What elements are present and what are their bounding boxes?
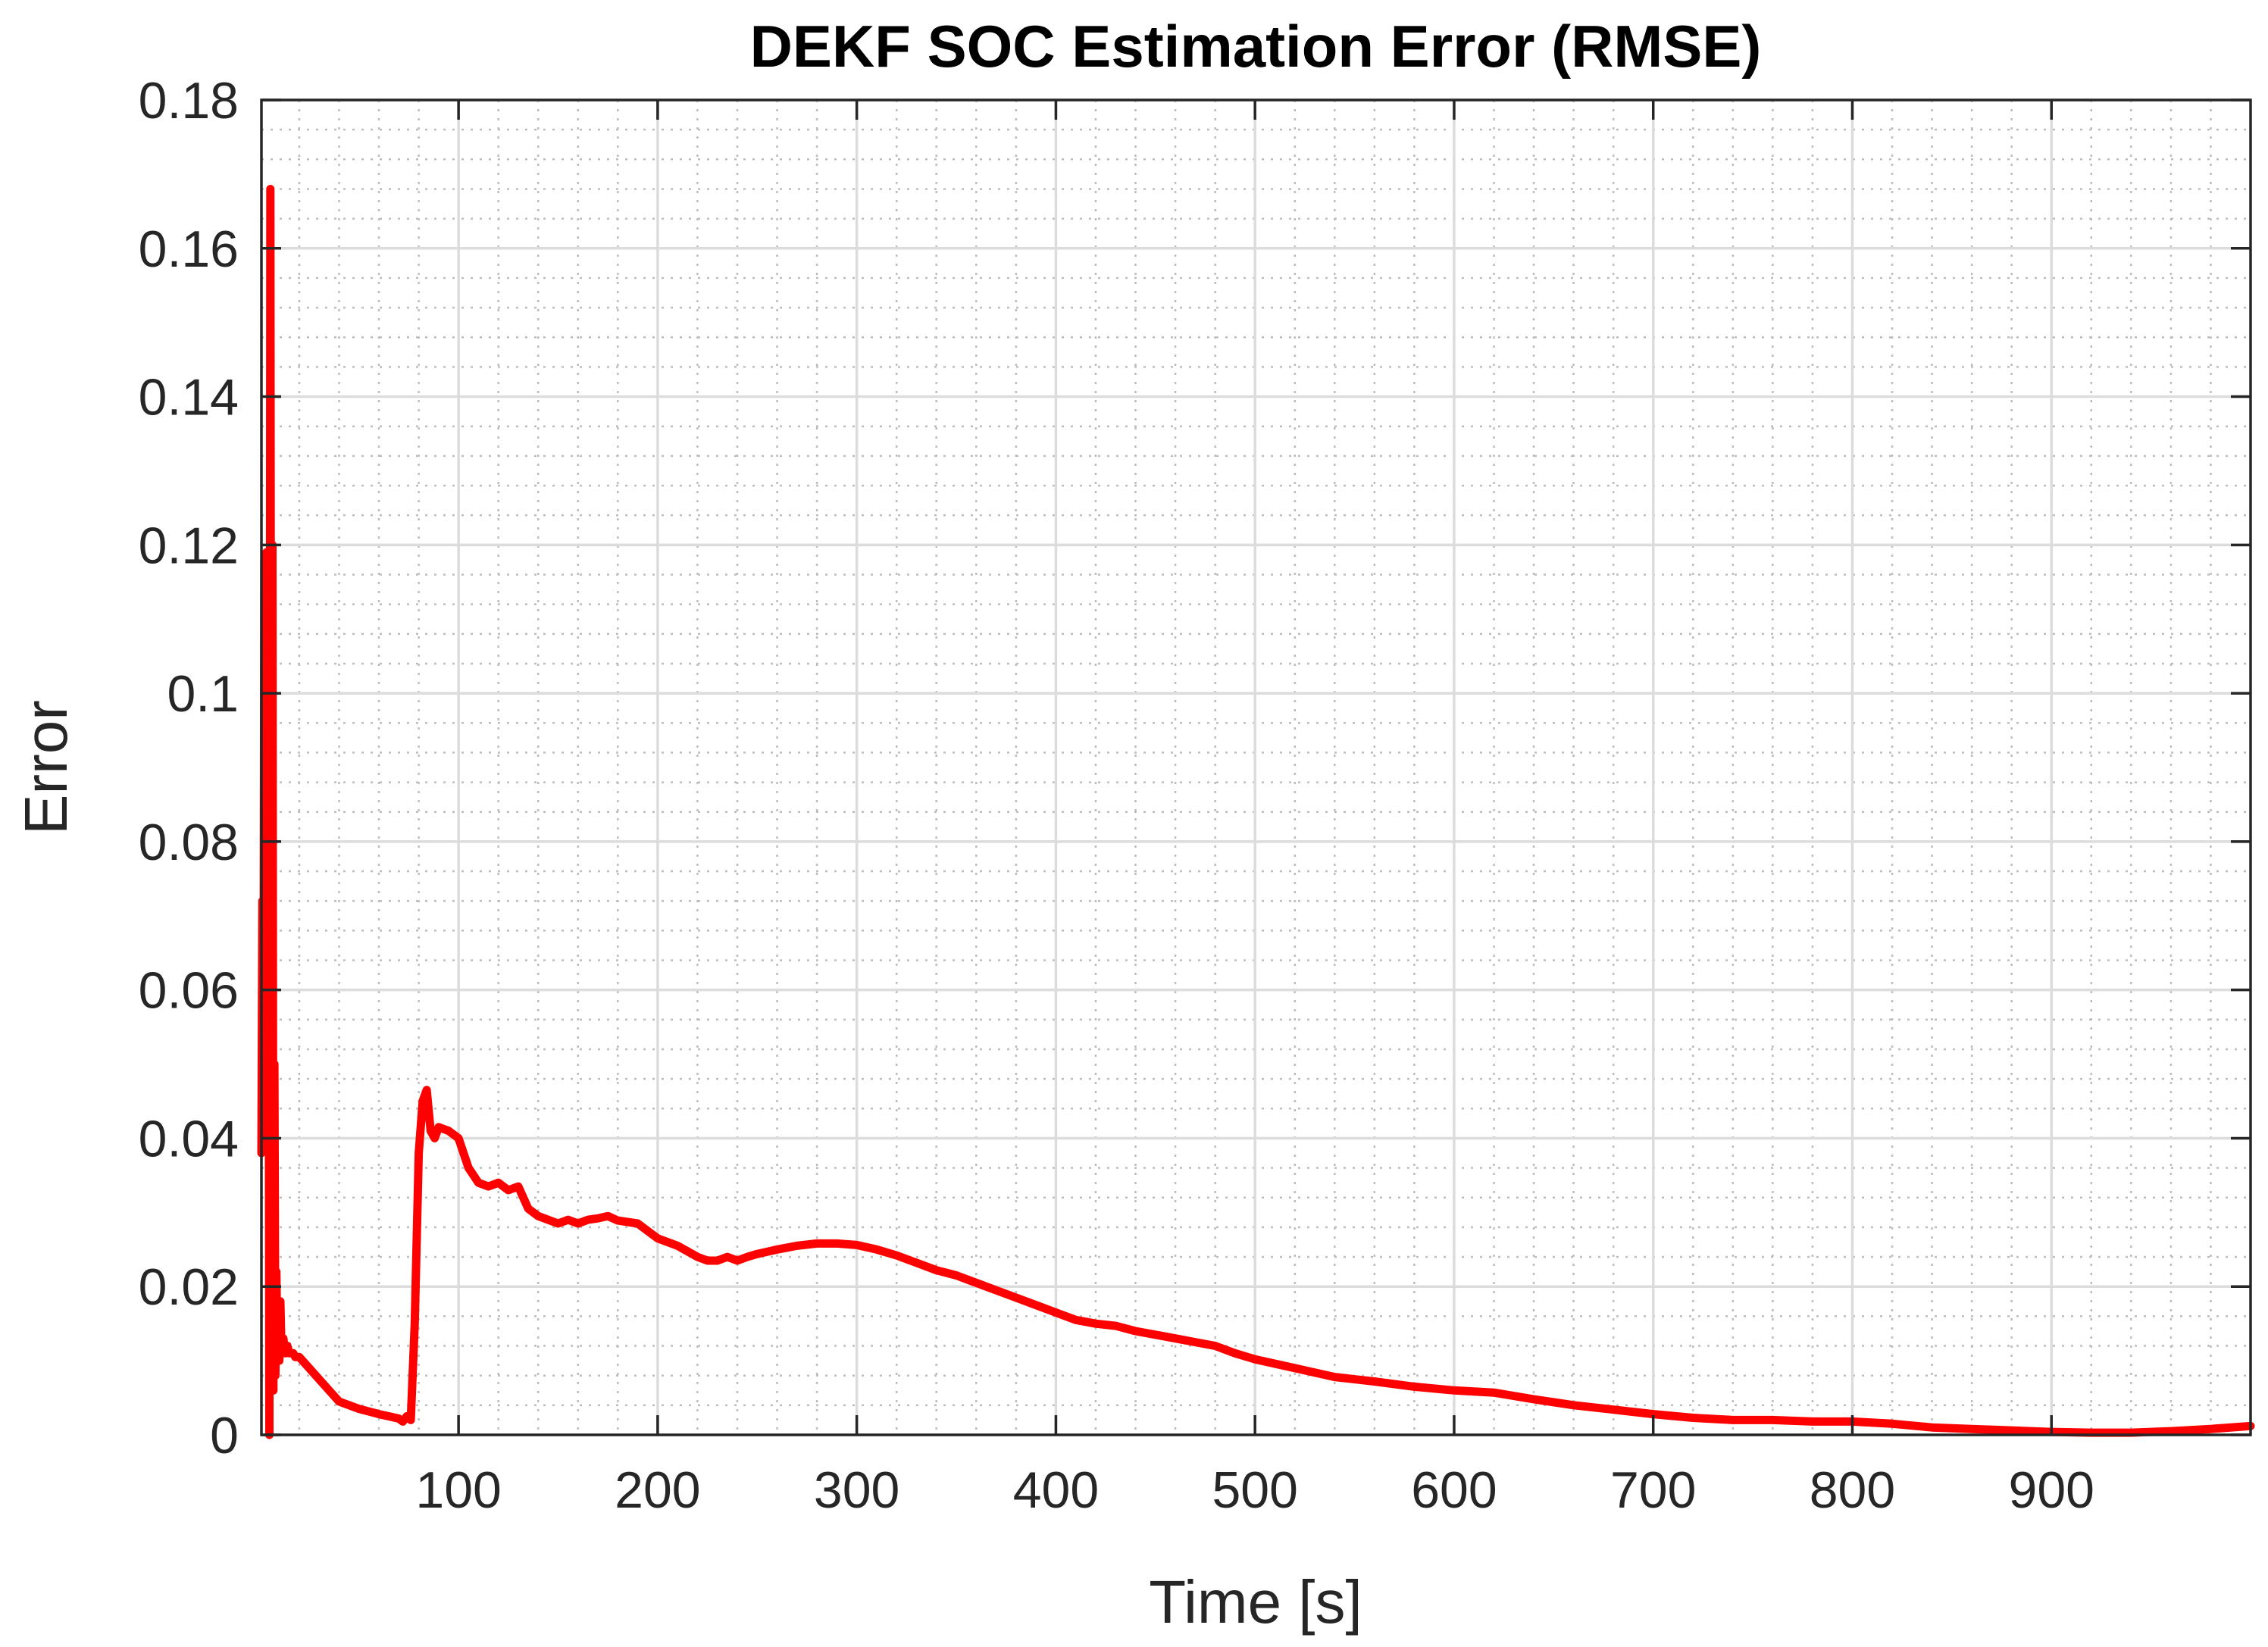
x-tick-label: 900 — [2009, 1461, 2094, 1519]
x-tick-label: 200 — [615, 1461, 700, 1519]
series-line-rmse — [257, 185, 2255, 1439]
y-tick-label: 0.18 — [139, 72, 239, 130]
y-tick-label: 0.12 — [139, 517, 239, 574]
x-tick-label: 500 — [1212, 1461, 1297, 1519]
y-tick-label: 0 — [210, 1407, 239, 1464]
y-tick-label: 0.16 — [139, 220, 239, 278]
y-tick-labels: 0 0.02 0.04 0.06 0.08 0.1 0.12 0.14 0.16 0.18 — [139, 72, 239, 1464]
y-axis-label: Error — [12, 700, 80, 835]
y-tick-label: 0.1 — [167, 665, 239, 723]
y-tick-label: 0.02 — [139, 1258, 239, 1316]
x-tick-label: 600 — [1411, 1461, 1497, 1519]
y-tick-label: 0.08 — [139, 814, 239, 871]
x-tick-label: 800 — [1810, 1461, 1895, 1519]
x-tick-label: 400 — [1013, 1461, 1099, 1519]
x-tick-label: 100 — [415, 1461, 501, 1519]
x-axis-label: Time [s] — [1149, 1568, 1362, 1636]
series-layer — [257, 185, 2255, 1439]
y-tick-label: 0.06 — [139, 962, 239, 1020]
x-tick-label: 700 — [1610, 1461, 1696, 1519]
y-tick-label: 0.14 — [139, 369, 239, 427]
axis-ticks — [261, 98, 2251, 1436]
chart-title: DEKF SOC Estimation Error (RMSE) — [750, 13, 1762, 80]
y-tick-label: 0.04 — [139, 1110, 239, 1167]
x-tick-labels: 100 200 300 400 500 600 700 800 900 — [415, 1461, 2094, 1519]
x-tick-label: 300 — [814, 1461, 899, 1519]
